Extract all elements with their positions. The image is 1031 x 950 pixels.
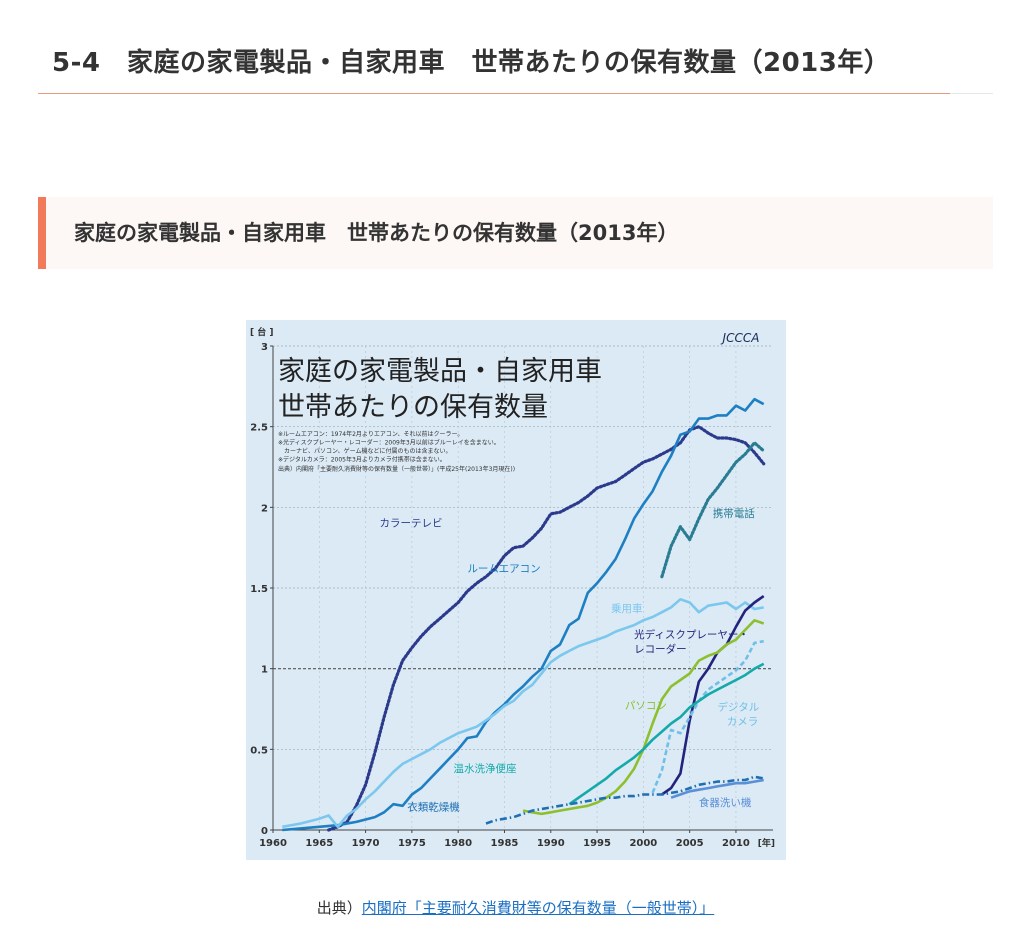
x-tick-label: 1990 <box>537 838 565 849</box>
y-tick-label: 0 <box>261 826 268 837</box>
x-axis-unit: [年] <box>758 837 775 849</box>
y-tick-label: 1.5 <box>250 584 268 595</box>
series-annotation: パソコン <box>625 700 667 712</box>
chart-note: カーナビ、パソコン、ゲーム機などに付属のものは含まない。 <box>278 447 451 455</box>
source-citation: 出典）内閣府「主要耐久消費財等の保有数量（一般世帯）」 <box>0 897 1031 918</box>
series-annotation: デジタル <box>717 701 759 714</box>
series-annotation: カメラ <box>727 716 759 728</box>
chart-title: 家庭の家電製品・自家用車 <box>278 356 602 387</box>
series-annotation: レコーダー <box>634 643 687 656</box>
series-annotation: 携帯電話 <box>713 507 755 520</box>
x-tick-label: 2010 <box>722 838 750 849</box>
x-tick-label: 1985 <box>491 838 519 849</box>
title-divider <box>38 93 950 94</box>
series-annotation: 光ディスクプレーヤー・ <box>634 628 749 641</box>
series-annotation: 温水洗浄便座 <box>454 762 517 775</box>
series-line-乗用車 <box>282 597 764 829</box>
series-annotation: 乗用車 <box>611 602 643 615</box>
x-tick-label: 2000 <box>629 838 657 849</box>
series-line-携帯電話 <box>660 441 766 579</box>
section-header: 家庭の家電製品・自家用車 世帯あたりの保有数量（2013年） <box>38 197 993 269</box>
section-title: 家庭の家電製品・自家用車 世帯あたりの保有数量（2013年） <box>74 221 679 245</box>
chart-note: ※光ディスクプレーヤー・レコーダー：2009年3月以前はブルーレイを含まない。 <box>278 439 500 447</box>
chart-note: ※ルームエアコン：1974年2月よりエアコン、それ以前はクーラー。 <box>278 430 463 438</box>
y-tick-label: 1 <box>261 665 268 676</box>
series-line-光ディスクプレーヤー・レコーダー <box>661 595 765 796</box>
y-axis-unit: [ 台 ] <box>250 326 274 338</box>
section-accent-bar <box>38 197 46 269</box>
series-annotation: ルームエアコン <box>467 563 540 575</box>
y-tick-label: 3 <box>261 342 268 353</box>
x-tick-label: 1960 <box>259 838 287 849</box>
x-tick-label: 1965 <box>305 838 333 849</box>
jccca-logo: JCCCA <box>721 331 760 345</box>
page-title: 5-4 家庭の家電製品・自家用車 世帯あたりの保有数量（2013年） <box>52 48 891 78</box>
chart-figure: 0 0.5 1 1.5 2 2.5 3 1960 1965 1970 1975 1980 1985 199… <box>246 320 786 860</box>
x-tick-label: 1995 <box>583 838 611 849</box>
source-link[interactable]: 内閣府「主要耐久消費財等の保有数量（一般世帯）」 <box>361 899 715 917</box>
series-annotation: カラーテレビ <box>379 518 442 530</box>
title-divider-extension <box>950 93 993 94</box>
x-tick-label: 1970 <box>352 838 380 849</box>
series-annotation: 衣類乾燥機 <box>407 801 460 814</box>
series-line-ルームエアコン <box>282 397 765 832</box>
series-annotation: 食器洗い機 <box>699 796 752 809</box>
chart-note: ※デジタルカメラ：2005年3月よりカメラ付携帯は含まない。 <box>278 456 446 464</box>
chart-title: 世帯あたりの保有数量 <box>278 392 548 423</box>
x-tick-label: 2005 <box>676 838 704 849</box>
chart-svg: 0 0.5 1 1.5 2 2.5 3 1960 1965 1970 1975 1980 1985 199… <box>246 320 786 860</box>
chart-source-note: 出典）内閣府「主要耐久消費財等の保有数量（一般世帯）」(平成25年(2013年3… <box>278 465 515 473</box>
y-tick-label: 2 <box>261 503 268 514</box>
x-tick-label: 1975 <box>398 838 426 849</box>
y-tick-label: 0.5 <box>250 745 268 756</box>
chart-background <box>246 320 786 860</box>
source-prefix: 出典） <box>316 899 362 917</box>
x-tick-label: 1980 <box>444 838 472 849</box>
y-tick-label: 2.5 <box>250 423 268 434</box>
series-line-温水洗浄便座 <box>568 662 765 806</box>
series-line-衣類乾燥機 <box>485 775 764 825</box>
series-line-デジタルカメラ <box>651 639 764 794</box>
series-line-食器洗い機 <box>670 778 764 799</box>
